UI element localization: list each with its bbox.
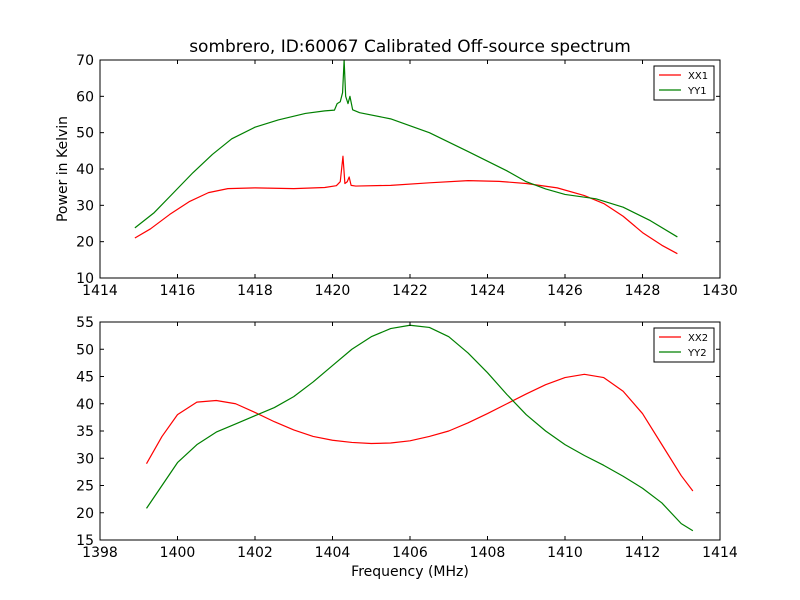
y-tick-label: 20 [76,506,94,522]
series-line-yy1 [134,59,678,238]
x-tick-label: 1424 [470,283,506,299]
x-tick-label: 1402 [237,545,273,561]
x-tick-label: 1426 [547,283,583,299]
x-tick-label: 1428 [625,283,661,299]
y-tick-label: 30 [76,198,94,214]
legend-label-yy1: YY1 [687,86,707,97]
y-tick-label: 30 [76,451,94,467]
x-tick-label: 1416 [160,283,196,299]
x-tick-label: 1414 [82,283,118,299]
x-tick-label: 1404 [315,545,351,561]
x-tick-label: 1412 [625,545,661,561]
x-tick-label: 1410 [547,545,583,561]
y-tick-label: 70 [76,53,94,69]
plot-frame [99,321,721,541]
y-tick-label: 50 [76,126,94,142]
series-line-yy2 [146,324,694,532]
y-tick-label: 15 [76,533,94,549]
y-tick-label: 55 [76,315,94,331]
legend-box [653,65,715,101]
series-line-xx1 [134,155,678,255]
x-tick-label: 1418 [237,283,273,299]
x-axis-label: Frequency (MHz) [351,564,469,580]
top-panel: 1414 1416 1418 1420 1422 1424 1426 1428 1430 10 20… [55,37,738,299]
y-tick-label: 60 [76,89,94,105]
y-tick-label: 10 [76,271,94,287]
x-tick-label: 1430 [702,283,738,299]
legend-label-xx1: XX1 [688,71,708,82]
x-tick-label: 1422 [392,283,428,299]
y-tick-label: 40 [76,397,94,413]
chart-title: sombrero, ID:60067 Calibrated Off-source… [189,37,631,57]
y-tick-label: 35 [76,424,94,440]
series-line-xx2 [145,373,694,492]
x-tick-label: 1408 [470,545,506,561]
x-tick-label: 1400 [160,545,196,561]
x-tick-label: 1398 [82,545,118,561]
y-tick-label: 40 [76,162,94,178]
legend-label-xx2: XX2 [688,333,708,344]
legend-box [653,327,715,363]
y-tick-label: 25 [76,479,94,495]
y-axis-label: Power in Kelvin [55,116,71,222]
x-tick-label: 1414 [702,545,738,561]
y-tick-label: 50 [76,342,94,358]
y-tick-label: 45 [76,370,94,386]
legend-label-yy2: YY2 [687,348,707,359]
x-tick-label: 1420 [315,283,351,299]
bottom-panel: 1398 1400 1402 1404 1406 1408 1410 1412 1414 15 20… [76,315,738,580]
x-tick-label: 1406 [392,545,428,561]
plot-frame [99,59,721,279]
y-tick-label: 20 [76,235,94,251]
